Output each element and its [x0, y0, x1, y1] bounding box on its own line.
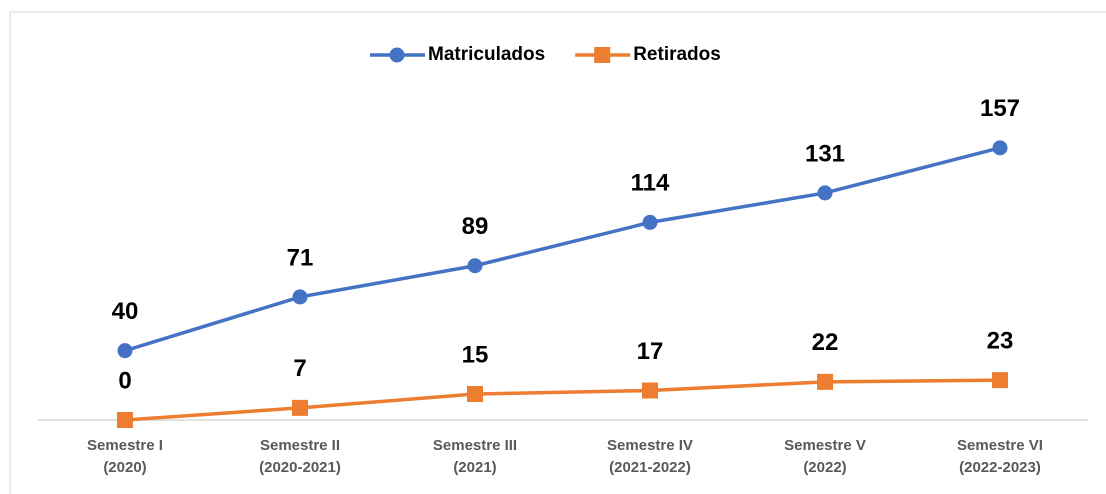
point: [292, 289, 308, 305]
data-label: 15: [462, 341, 489, 368]
data-label: 40: [112, 298, 139, 325]
data-label: 71: [287, 244, 314, 271]
point: [642, 382, 658, 399]
data-label: 157: [980, 95, 1020, 122]
data-label: 17: [637, 338, 664, 365]
x-tick-label: Semestre V (2022): [784, 437, 866, 476]
data-label: 22: [812, 329, 839, 356]
point: [467, 386, 483, 402]
x-tick-label: Semestre I (2020): [87, 437, 163, 476]
data-label: 23: [987, 327, 1014, 354]
x-tick-label: Semestre IV (2021-2022): [607, 437, 693, 476]
point: [594, 47, 611, 63]
x-tick-label: Semestre III (2021): [432, 437, 518, 476]
point: [117, 343, 133, 359]
data-label: 131: [805, 140, 845, 167]
point: [467, 258, 483, 274]
point: [992, 372, 1008, 389]
x-tick-label: Semestre VI (2022-2023): [957, 437, 1043, 476]
legend-label: Matriculados: [428, 44, 545, 65]
legend-label: Retirados: [633, 44, 721, 65]
series-line: [124, 378, 1001, 422]
data-label: 114: [631, 170, 670, 197]
chart-frame: [9, 11, 1106, 494]
data-label: 7: [293, 355, 306, 382]
point: [642, 214, 658, 230]
data-label: 0: [118, 367, 131, 394]
point: [992, 140, 1008, 156]
x-tick-label: Semestre II (2020-2021): [259, 437, 341, 476]
series-line: [124, 146, 1001, 353]
data-label: 89: [462, 213, 489, 240]
point: [389, 47, 405, 63]
point: [817, 373, 833, 390]
point: [817, 185, 833, 201]
point: [292, 399, 308, 416]
point: [117, 412, 133, 428]
